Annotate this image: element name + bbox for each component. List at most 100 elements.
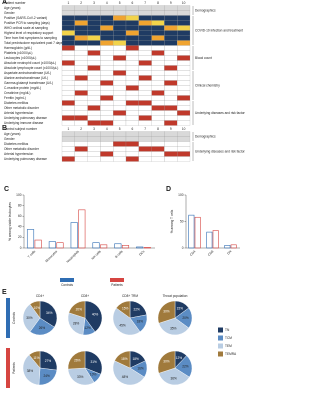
- x-tick-label: B cells: [114, 249, 124, 259]
- table-cell: [113, 136, 127, 142]
- table-cell: [113, 45, 127, 51]
- slice-label: 35%: [170, 326, 177, 330]
- bar: [206, 231, 213, 249]
- table-cell: [164, 35, 178, 41]
- row-label: WHO ordinal scale at sampling: [4, 26, 48, 30]
- table-cell: [138, 95, 152, 101]
- bar: [56, 242, 64, 249]
- table-cell: [74, 60, 88, 66]
- bar: [230, 244, 237, 249]
- table-cell: [125, 30, 139, 36]
- legend-label: TN: [225, 328, 230, 332]
- panel-label: C: [4, 186, 9, 193]
- row-label: Gender: [4, 11, 16, 15]
- table-cell: [138, 30, 152, 36]
- table-cell: [61, 20, 75, 26]
- y-tick-label: 0: [20, 246, 22, 250]
- table-cell: [164, 110, 178, 116]
- table-cell: [87, 156, 101, 162]
- table-cell: [125, 100, 139, 106]
- table-cell: [113, 95, 127, 101]
- bar: [34, 239, 42, 249]
- table-cell: [113, 131, 127, 137]
- slice-label: 36%: [170, 376, 177, 380]
- column-label: 7: [144, 127, 146, 131]
- table-cell: [113, 40, 127, 46]
- x-tick-label: CD8: [207, 249, 214, 256]
- pie-slice: [157, 300, 176, 324]
- slice-label: 16%: [137, 367, 144, 371]
- row-label: Absolute neutrophil count (x1000/µL): [4, 61, 56, 65]
- table-cell: [113, 5, 127, 11]
- table-cell: [138, 50, 152, 56]
- table-cell: [125, 156, 139, 162]
- table-cell: [177, 25, 191, 31]
- pie-slice: [158, 317, 190, 336]
- table-cell: [138, 75, 152, 81]
- pie-slice: [29, 300, 41, 319]
- table-cell: [113, 100, 127, 106]
- column-label: 3: [93, 127, 95, 131]
- table-cell: [61, 60, 75, 66]
- table-cell: [100, 40, 114, 46]
- table-cell: [125, 15, 139, 21]
- table-cell: [125, 131, 139, 137]
- table-cell: [100, 141, 114, 147]
- table-cell: [138, 100, 152, 106]
- slice-label: 22%: [182, 365, 189, 369]
- y-axis-label: % among T cells: [170, 209, 174, 233]
- table-header: Patient number: [4, 1, 27, 5]
- table-cell: [151, 85, 165, 91]
- table-cell: [151, 25, 165, 31]
- table-cell: [100, 45, 114, 51]
- row-label: Gamma-glutamyl transferase (U/L): [4, 81, 53, 85]
- table-cell: [113, 50, 127, 56]
- table-cell: [164, 131, 178, 137]
- pie-slice: [115, 300, 131, 319]
- table-cell: [151, 15, 165, 21]
- table-cell: [164, 156, 178, 162]
- table-cell: [61, 45, 75, 51]
- table-cell: [177, 15, 191, 21]
- table-cell: [164, 146, 178, 152]
- table-cell: [164, 60, 178, 66]
- slice-label: 40%: [92, 313, 99, 317]
- column-label: 2: [80, 127, 82, 131]
- group-label: Underlying diseases and risk factors: [195, 149, 245, 153]
- slice-label: 30%: [163, 310, 170, 314]
- table-cell: [87, 85, 101, 91]
- pie-slice: [39, 350, 58, 371]
- table-cell: [87, 90, 101, 96]
- table-cell: [164, 80, 178, 86]
- table-cell: [100, 55, 114, 61]
- table-cell: [177, 136, 191, 142]
- panel-label: D: [166, 186, 171, 193]
- table-cell: [164, 141, 178, 147]
- table-cell: [151, 105, 165, 111]
- table-cell: [100, 65, 114, 71]
- table-cell: [61, 151, 75, 157]
- table-cell: [151, 45, 165, 51]
- table-cell: [61, 120, 75, 126]
- column-label: 7: [144, 1, 146, 5]
- table-cell: [164, 20, 178, 26]
- table-cell: [113, 141, 127, 147]
- table-cell: [61, 15, 75, 21]
- table-cell: [87, 50, 101, 56]
- table-cell: [164, 70, 178, 76]
- table-cell: [138, 35, 152, 41]
- column-label: 5: [119, 127, 121, 131]
- table-header: Control subject number: [4, 127, 38, 131]
- table-cell: [87, 146, 101, 152]
- table-cell: [164, 100, 178, 106]
- table-cell: [100, 136, 114, 142]
- table-cell: [125, 45, 139, 51]
- slice-label: 27%: [45, 359, 52, 363]
- table-cell: [138, 55, 152, 61]
- table-cell: [125, 40, 139, 46]
- table-cell: [164, 151, 178, 157]
- table-cell: [61, 115, 75, 121]
- table-cell: [74, 20, 88, 26]
- row-label: Time from first symptoms to sampling: [4, 36, 57, 40]
- table-cell: [61, 40, 75, 46]
